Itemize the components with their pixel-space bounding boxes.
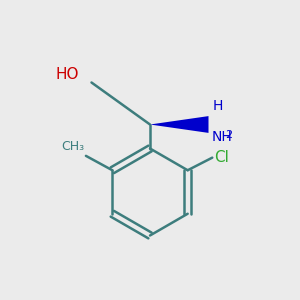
Text: HO: HO <box>55 67 79 82</box>
Text: 2: 2 <box>226 130 233 140</box>
Text: CH₃: CH₃ <box>61 140 84 153</box>
Text: H: H <box>213 99 224 113</box>
Text: Cl: Cl <box>214 150 229 165</box>
Polygon shape <box>150 116 208 133</box>
Text: NH: NH <box>212 130 233 144</box>
